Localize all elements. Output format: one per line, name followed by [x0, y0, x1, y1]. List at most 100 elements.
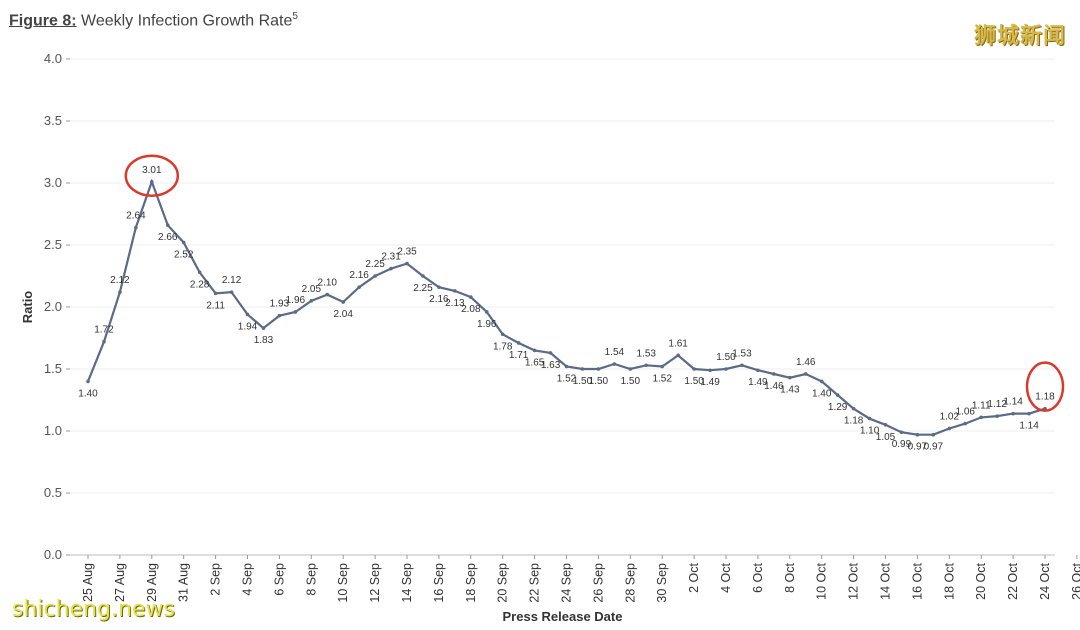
x-tick-label: 2 Sep — [209, 563, 223, 596]
figure-footnote-ref: 5 — [292, 11, 298, 22]
highlight-circles — [124, 154, 1065, 412]
data-point — [564, 364, 569, 369]
watermark-logo-cn: 狮城新闻 — [973, 24, 1066, 49]
data-label: 2.28 — [190, 279, 210, 290]
data-point — [1011, 411, 1015, 416]
series-line — [86, 178, 1046, 436]
data-label: 2.64 — [126, 211, 146, 222]
x-tick-label: 20 Sep — [496, 563, 510, 603]
data-label: 1.83 — [254, 335, 274, 346]
data-point — [373, 274, 377, 278]
x-tick-label: 31 Aug — [177, 563, 191, 602]
data-label: 1.18 — [1035, 392, 1055, 403]
y-axis: 0.0 0.5 1.0 1.5 2.0 2.5 3.0 3.5 4.0 — [44, 51, 70, 562]
x-axis-label: Press Release Date — [503, 609, 623, 624]
x-tick-label: 16 Sep — [432, 563, 446, 603]
data-label: 1.50 — [573, 376, 593, 387]
x-tick-label: 22 Oct — [1006, 562, 1020, 599]
x-tick-label: 25 Aug — [81, 563, 95, 602]
data-label: 2.31 — [381, 252, 401, 263]
x-tick-label: 4 Sep — [241, 563, 255, 596]
data-label: 1.49 — [700, 377, 720, 388]
data-point — [979, 415, 983, 420]
data-point — [453, 289, 457, 293]
data-point — [405, 261, 409, 266]
x-tick-label: 22 Sep — [528, 563, 542, 603]
data-point — [628, 367, 633, 371]
highlight-circle — [1025, 361, 1065, 412]
data-label: 2.16 — [429, 294, 449, 305]
data-point — [548, 351, 553, 355]
data-label: 1.02 — [940, 412, 960, 423]
x-tick-label: 12 Sep — [368, 563, 382, 603]
data-label: 1.14 — [1019, 421, 1039, 432]
x-tick-label: 18 Sep — [464, 563, 478, 603]
data-label: 1.72 — [94, 325, 114, 336]
data-label: 1.94 — [238, 321, 258, 332]
y-tick-label: 0.5 — [44, 485, 62, 500]
x-tick-label: 27 Aug — [113, 563, 127, 602]
data-point — [867, 416, 872, 421]
x-tick-label: 4 Oct — [719, 562, 733, 592]
data-label: 2.13 — [445, 298, 465, 309]
data-point — [851, 406, 856, 411]
data-point — [500, 332, 505, 337]
y-tick-label: 3.0 — [44, 175, 62, 190]
data-point — [165, 223, 170, 227]
data-label: 1.61 — [668, 338, 688, 349]
x-axis: 25 Aug 27 Aug 29 Aug 31 Aug 2 Sep 4 Sep 6 Sep 8… — [70, 554, 1080, 603]
data-label: 1.11 — [972, 400, 991, 411]
data-point — [150, 179, 154, 184]
x-tick-label: 10 Sep — [336, 563, 350, 603]
data-point — [484, 310, 489, 314]
x-tick-label: 2 Oct — [687, 562, 701, 592]
data-point — [803, 372, 808, 376]
x-tick-label: 10 Oct — [815, 562, 829, 599]
data-point — [134, 225, 138, 230]
watermark-logo-en: shicheng.news — [12, 597, 175, 622]
data-point — [612, 362, 617, 366]
data-label: 1.52 — [652, 374, 672, 385]
data-label: 1.53 — [637, 348, 657, 359]
x-tick-label: 14 Oct — [879, 562, 893, 599]
data-label: 0.97 — [908, 442, 928, 453]
data-label: 2.10 — [318, 278, 338, 289]
data-label: 1.50 — [684, 376, 704, 387]
data-label: 1.46 — [764, 381, 784, 392]
data-label: 1.50 — [621, 376, 641, 387]
data-label: 1.18 — [844, 416, 864, 427]
data-label: 1.93 — [270, 299, 290, 310]
data-label: 0.99 — [892, 439, 912, 450]
data-label: 1.96 — [286, 295, 306, 306]
data-point — [102, 339, 106, 344]
data-point — [740, 363, 744, 368]
data-label: 1.46 — [796, 357, 816, 368]
y-tick-label: 1.5 — [44, 361, 62, 376]
data-label: 1.78 — [493, 341, 513, 352]
data-point — [835, 393, 840, 397]
data-label: 2.66 — [158, 232, 178, 243]
data-label: 1.53 — [732, 348, 752, 359]
data-point — [389, 266, 393, 271]
y-tick-label: 0.0 — [44, 547, 62, 562]
data-point — [532, 348, 537, 353]
data-point — [596, 367, 601, 371]
data-point — [963, 421, 968, 426]
data-point — [995, 414, 999, 418]
x-tick-label: 12 Oct — [847, 562, 861, 599]
data-label: 1.10 — [860, 426, 880, 437]
data-point — [644, 363, 649, 368]
data-point — [516, 341, 521, 345]
data-label: 0.97 — [924, 442, 944, 453]
data-label: 2.12 — [222, 275, 242, 286]
data-point — [197, 270, 202, 275]
data-point — [86, 379, 90, 384]
data-label: 1.50 — [716, 352, 736, 363]
data-point — [118, 290, 122, 294]
data-point — [819, 379, 824, 384]
data-label: 1.05 — [876, 432, 896, 443]
data-point — [724, 367, 728, 371]
data-label: 1.96 — [477, 319, 497, 330]
data-label: 1.71 — [509, 350, 529, 361]
data-label: 2.11 — [206, 300, 225, 311]
